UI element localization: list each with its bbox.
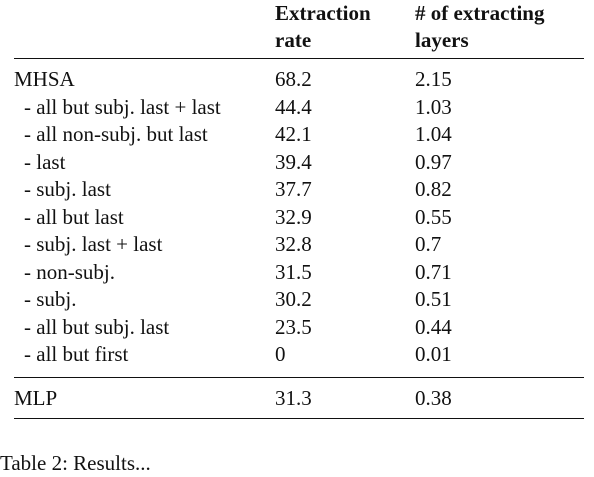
table-row: - non-subj. 31.5 0.71: [14, 259, 584, 287]
table-row: - subj. last 37.7 0.82: [14, 176, 584, 204]
row-rate: 30.2: [275, 287, 312, 311]
row-layers: 0.97: [415, 149, 452, 174]
row-layers: 0.44: [415, 314, 452, 339]
table-row: - all but subj. last 23.5 0.44: [14, 314, 584, 342]
row-label: - subj.: [24, 287, 77, 311]
row-rate: 39.4: [275, 149, 312, 174]
header-cell-blank: [14, 0, 275, 59]
row-rate: 31.5: [275, 259, 312, 284]
row-label: - non-subj.: [24, 259, 115, 284]
table-caption: Table 2: Results...: [0, 451, 151, 475]
row-label: - all non-subj. but last: [24, 122, 208, 146]
row-rate: 0: [275, 342, 286, 366]
row-rate: 32.8: [275, 232, 312, 256]
table-row: - last 39.4 0.97: [14, 149, 584, 177]
row-label: - last: [24, 149, 66, 174]
table-row: - all but first 0 0.01: [14, 341, 584, 377]
table-row: - all but subj. last + last 44.4 1.03: [14, 94, 584, 122]
row-label: - all but subj. last: [24, 314, 170, 339]
table-row-mhsa: MHSA 68.2 2.15: [14, 58, 584, 94]
row-layers: 0.71: [415, 259, 452, 284]
row-layers: 0.01: [415, 342, 452, 366]
row-layers: 0.7: [415, 232, 442, 256]
row-label: - all but last: [24, 204, 124, 229]
row-rate: 31.3: [275, 385, 312, 410]
header-extraction-line1: Extraction: [275, 1, 371, 25]
table-row: - all but last 32.9 0.55: [14, 204, 584, 232]
results-table-container: Extraction rate # of extracting layers M…: [14, 0, 584, 419]
row-rate: 23.5: [275, 314, 312, 339]
row-label: MHSA: [14, 67, 75, 91]
row-rate: 68.2: [275, 67, 312, 91]
row-label: - all but subj. last + last: [24, 94, 221, 119]
header-extraction-line2: rate: [275, 28, 312, 52]
header-row: Extraction rate # of extracting layers: [14, 0, 584, 59]
row-layers: 0.38: [415, 385, 452, 410]
row-label: - all but first: [24, 342, 129, 366]
results-table: Extraction rate # of extracting layers M…: [14, 0, 584, 419]
table-row-mlp: MLP 31.3 0.38: [14, 377, 584, 419]
row-layers: 0.51: [415, 287, 452, 311]
row-label: - subj. last: [24, 177, 111, 201]
header-cell-extraction-rate: Extraction rate: [275, 0, 415, 59]
row-rate: 37.7: [275, 177, 312, 201]
header-cell-extracting-layers: # of extracting layers: [415, 0, 584, 59]
row-rate: 32.9: [275, 204, 312, 229]
row-rate: 42.1: [275, 122, 312, 146]
row-layers: 1.03: [415, 94, 452, 119]
header-layers-line2: layers: [415, 28, 469, 52]
row-layers: 1.04: [415, 122, 452, 146]
row-label: - subj. last + last: [24, 232, 163, 256]
row-rate: 44.4: [275, 94, 312, 119]
table-row: - subj. 30.2 0.51: [14, 286, 584, 314]
row-layers: 0.82: [415, 177, 452, 201]
header-layers-line1: # of extracting: [415, 1, 545, 25]
table-row: - all non-subj. but last 42.1 1.04: [14, 121, 584, 149]
row-layers: 0.55: [415, 204, 452, 229]
row-label: MLP: [14, 385, 58, 410]
row-layers: 2.15: [415, 67, 452, 91]
table-row: - subj. last + last 32.8 0.7: [14, 231, 584, 259]
